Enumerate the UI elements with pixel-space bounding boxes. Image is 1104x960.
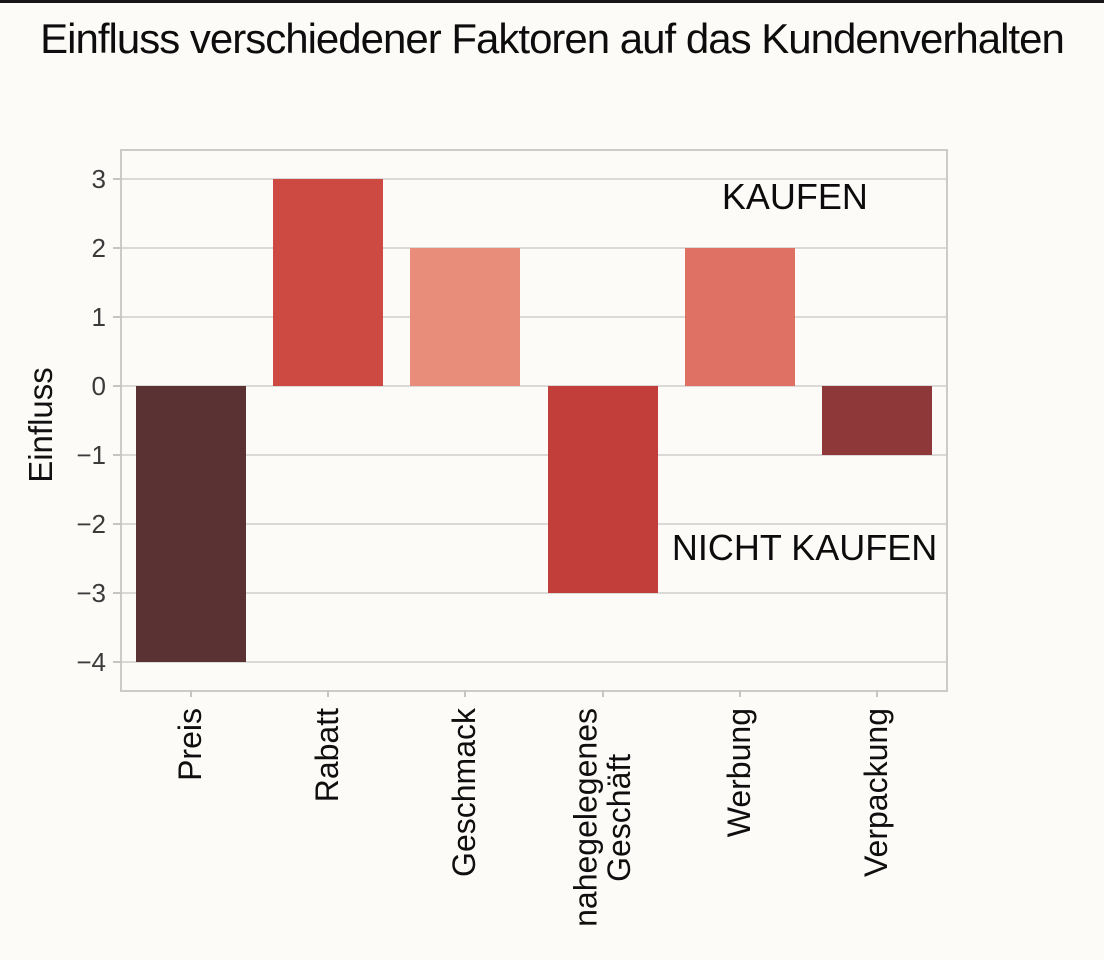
chart-title: Einfluss verschiedener Faktoren auf das … bbox=[40, 15, 1065, 62]
ytick-2 bbox=[113, 246, 122, 249]
xtick-nahegelegenes-geschaft bbox=[601, 690, 604, 697]
ytick-label--4: −4 bbox=[76, 647, 106, 678]
xtick-label-rabatt: Rabatt bbox=[309, 708, 346, 803]
ytick-1 bbox=[113, 315, 122, 318]
gridline-3 bbox=[122, 177, 946, 180]
gridline--1 bbox=[122, 454, 946, 457]
gridline-1 bbox=[122, 315, 946, 318]
top-edge-artifact bbox=[0, 0, 1104, 3]
xtick-label-verpackung: Verpackung bbox=[858, 708, 895, 878]
xtick-preis bbox=[189, 690, 192, 697]
bar-rabatt bbox=[273, 178, 383, 386]
xtick-verpackung bbox=[876, 690, 879, 697]
bar-werbung bbox=[685, 247, 795, 386]
bar-geschmack bbox=[410, 247, 521, 386]
annotation-nicht-kaufen: NICHT KAUFEN bbox=[671, 527, 938, 569]
ytick--3 bbox=[113, 592, 122, 595]
annotation-kaufen: KAUFEN bbox=[721, 176, 868, 218]
ytick-label--3: −3 bbox=[76, 578, 106, 609]
bar-nahegelegenes-geschaft bbox=[547, 385, 658, 594]
xtick-werbung bbox=[739, 690, 741, 697]
bar-verpackung bbox=[822, 385, 933, 456]
ytick--1 bbox=[113, 454, 122, 457]
ytick-0 bbox=[113, 384, 122, 387]
gridline--4 bbox=[122, 661, 946, 664]
ytick--2 bbox=[113, 523, 122, 526]
xtick-geschmack bbox=[464, 690, 467, 697]
xtick-label-geschmack: Geschmack bbox=[446, 708, 483, 877]
gridline--2 bbox=[122, 523, 946, 526]
ytick-label-3: 3 bbox=[91, 163, 106, 194]
ytick-label-0: 0 bbox=[91, 370, 106, 401]
ytick--4 bbox=[113, 661, 122, 664]
ytick-label--1: −1 bbox=[76, 440, 106, 471]
ytick-label-2: 2 bbox=[91, 232, 106, 263]
gridline-0 bbox=[122, 384, 946, 387]
xtick-label-preis: Preis bbox=[171, 708, 208, 781]
ytick-label-1: 1 bbox=[91, 301, 106, 332]
bar-preis bbox=[135, 385, 246, 663]
ytick-3 bbox=[113, 177, 122, 180]
gridline-2 bbox=[122, 246, 946, 249]
xtick-rabatt bbox=[327, 690, 329, 697]
xtick-label-nahegelegenes-geschaft: nahegelegenes Geschäft bbox=[567, 708, 637, 927]
gridline--3 bbox=[122, 592, 946, 595]
xtick-label-werbung: Werbung bbox=[721, 708, 758, 838]
ytick-label--2: −2 bbox=[76, 509, 106, 540]
